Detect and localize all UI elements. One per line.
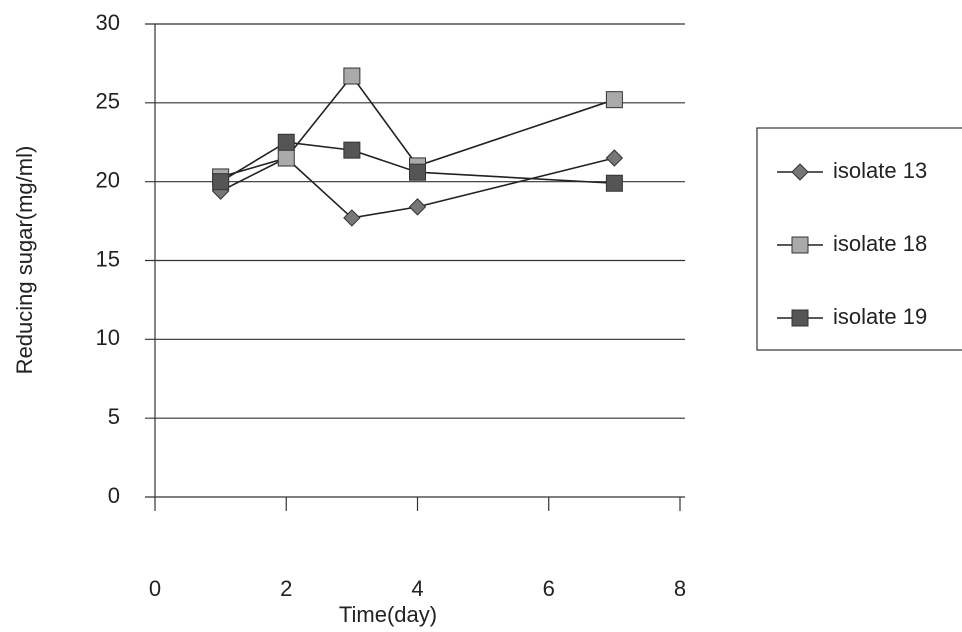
legend-marker: [792, 237, 808, 253]
y-tick-label: 0: [108, 483, 120, 508]
y-tick-label: 20: [96, 167, 120, 192]
x-axis-label: Time(day): [339, 602, 437, 627]
y-axis-label: Reducing sugar(mg/ml): [12, 146, 37, 375]
y-tick-label: 15: [96, 246, 120, 271]
x-tick-label: 8: [674, 576, 686, 601]
y-tick-label: 30: [96, 10, 120, 35]
y-tick-label: 5: [108, 404, 120, 429]
legend-label: isolate 13: [833, 158, 927, 183]
x-tick-label: 6: [543, 576, 555, 601]
y-tick-label: 10: [96, 325, 120, 350]
marker: [606, 175, 622, 191]
legend-label: isolate 18: [833, 231, 927, 256]
x-tick-label: 2: [280, 576, 292, 601]
x-tick-label: 0: [149, 576, 161, 601]
marker: [278, 134, 294, 150]
marker: [606, 92, 622, 108]
marker: [410, 199, 426, 215]
y-tick-label: 25: [96, 89, 120, 114]
x-tick-label: 4: [411, 576, 423, 601]
marker: [344, 142, 360, 158]
marker: [213, 174, 229, 190]
marker: [606, 150, 622, 166]
legend-marker: [792, 310, 808, 326]
legend-label: isolate 19: [833, 304, 927, 329]
marker: [344, 68, 360, 84]
chart: Time(day) Reducing sugar(mg/ml) 05101520…: [0, 0, 962, 632]
marker: [410, 164, 426, 180]
marker: [278, 150, 294, 166]
